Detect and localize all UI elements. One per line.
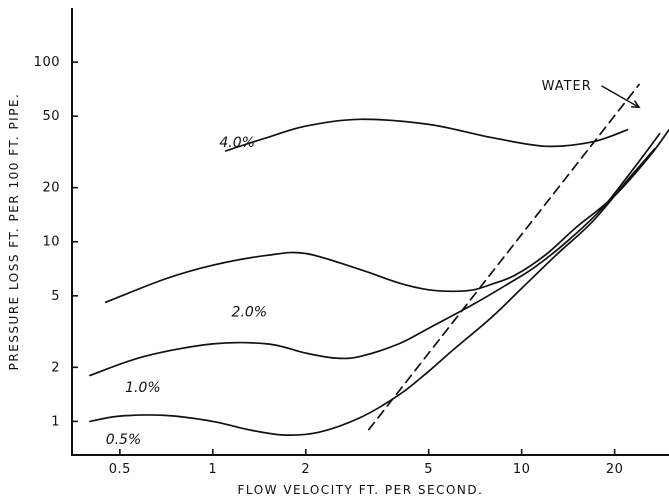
series-label: 1.0% [125,380,161,396]
y-tick-label: 50 [42,109,60,124]
series-label: 2.0% [232,304,268,320]
series-line-0-5 [89,147,656,437]
y-tick-label: 5 [51,289,60,304]
y-axis-label: PRESSURE LOSS FT. PER 100 FT. PIPE. [7,93,21,371]
axes [71,8,669,456]
series-label: 4.0% [219,135,255,151]
x-tick-label: 2 [301,462,310,477]
annotation-arrow [601,85,640,108]
x-tick-label: 5 [424,462,433,477]
x-tick-label: 10 [513,462,531,477]
series-line-4-0 [224,118,629,152]
series-line-1-0 [89,132,661,377]
x-tick-label: 1 [208,462,217,477]
series-line-water [367,83,640,431]
ticks: 0.5 1 2 5 10 20 1 2 5 10 20 50 100 [34,55,624,477]
series-line-2-0 [104,128,669,304]
arrow-head-icon [631,100,641,109]
series-labels: 4.0% 2.0% 1.0% 0.5% WATER [106,79,641,448]
x-tick-label: 0.5 [109,462,131,477]
y-tick-label: 100 [34,55,60,70]
series-label: 0.5% [106,432,142,448]
x-axis-label: FLOW VELOCITY FT. PER SECOND. [238,483,484,497]
x-tick-label: 20 [606,462,624,477]
curves [89,83,669,437]
y-tick-label: 2 [51,360,60,375]
annotation-label: WATER [542,79,592,94]
y-tick-label: 1 [51,414,60,429]
y-tick-label: 10 [42,235,60,250]
y-tick-label: 20 [42,181,60,196]
axis-lines [71,8,669,456]
